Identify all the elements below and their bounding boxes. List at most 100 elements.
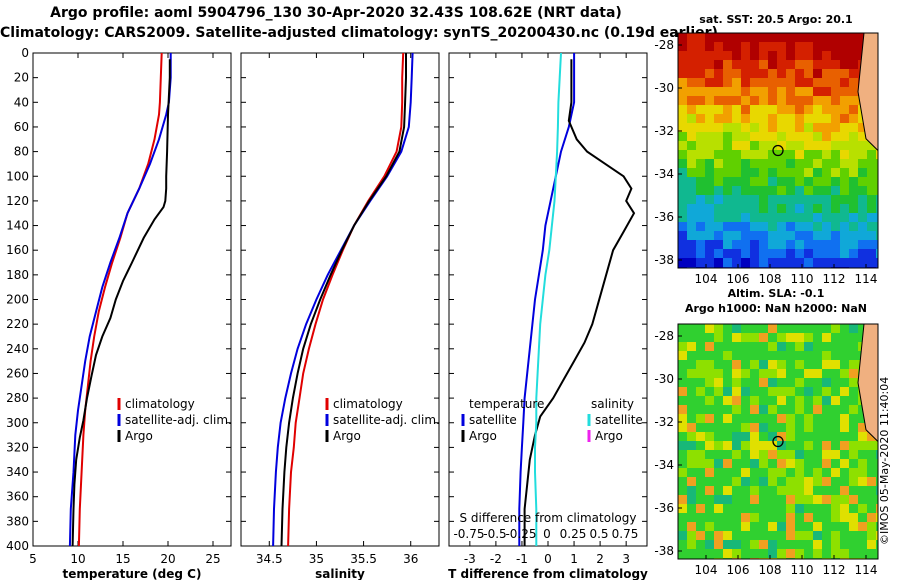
map-cell <box>732 159 741 168</box>
map-cell <box>714 495 723 504</box>
secondary-tick-label: 0.75 <box>612 527 639 541</box>
map-cell <box>849 249 858 258</box>
map-cell <box>687 123 696 132</box>
map-cell <box>867 177 876 186</box>
map-cell <box>804 141 813 150</box>
map-cell <box>759 423 768 432</box>
map-cell <box>723 333 732 342</box>
map-cell <box>795 78 804 87</box>
map-cell <box>786 159 795 168</box>
sst-map-title: sat. SST: 20.5 Argo: 20.1 <box>699 13 853 26</box>
legend-label: satellite-adj. clim. <box>125 413 232 427</box>
map-cell <box>804 150 813 159</box>
map-cell <box>795 459 804 468</box>
map-cell <box>714 195 723 204</box>
map-cell <box>822 342 831 351</box>
map-cell <box>714 540 723 549</box>
map-cell <box>678 360 687 369</box>
map-cell <box>795 531 804 540</box>
map-cell <box>822 231 831 240</box>
map-cell <box>759 222 768 231</box>
map-cell <box>714 87 723 96</box>
map-cell <box>804 105 813 114</box>
map-cell <box>777 522 786 531</box>
map-cell <box>831 42 840 51</box>
map-cell <box>849 141 858 150</box>
map-cell <box>723 123 732 132</box>
map-cell <box>714 504 723 513</box>
map-cell <box>831 495 840 504</box>
map-cell <box>759 333 768 342</box>
map-cell <box>867 540 876 549</box>
map-cell <box>786 477 795 486</box>
map-cell <box>822 159 831 168</box>
map-cell <box>741 486 750 495</box>
map-cell <box>813 378 822 387</box>
map-cell <box>678 60 687 69</box>
map-cell <box>750 486 759 495</box>
map-cell <box>705 87 714 96</box>
map-cell <box>750 60 759 69</box>
map-cell <box>777 387 786 396</box>
map-cell <box>777 540 786 549</box>
map-cell <box>768 258 777 267</box>
map-cell <box>768 351 777 360</box>
map-cell <box>804 504 813 513</box>
map-cell <box>732 504 741 513</box>
map-cell <box>858 222 867 231</box>
map-cell <box>723 504 732 513</box>
map-cell <box>804 459 813 468</box>
map-cell <box>768 540 777 549</box>
map-cell <box>804 441 813 450</box>
map-cell <box>705 186 714 195</box>
map-cell <box>714 396 723 405</box>
map-cell <box>714 33 723 42</box>
map-cell <box>723 414 732 423</box>
map-cell <box>732 459 741 468</box>
map-cell <box>759 150 768 159</box>
map-cell <box>831 159 840 168</box>
map-cell <box>777 369 786 378</box>
map-cell <box>867 195 876 204</box>
map-cell <box>840 195 849 204</box>
depth-tick-label: 80 <box>14 145 29 159</box>
map-cell <box>849 195 858 204</box>
map-cell <box>714 468 723 477</box>
map-cell <box>777 549 786 558</box>
map-cell <box>696 387 705 396</box>
map-cell <box>732 204 741 213</box>
map-cell <box>840 240 849 249</box>
legend-label: climatology <box>125 397 195 411</box>
depth-tick-label: 100 <box>6 169 29 183</box>
legend-label: satellite-adj. clim. <box>333 413 440 427</box>
map-cell <box>840 258 849 267</box>
map-cell <box>687 432 696 441</box>
legend-label: Argo <box>333 429 361 443</box>
map-cell <box>705 342 714 351</box>
map-cell <box>705 450 714 459</box>
map-cell <box>723 405 732 414</box>
map-cell <box>687 222 696 231</box>
map-cell <box>705 522 714 531</box>
map-cell <box>831 468 840 477</box>
map-cell <box>858 195 867 204</box>
map-cell <box>750 96 759 105</box>
map-cell <box>849 378 858 387</box>
map-cell <box>696 477 705 486</box>
map-cell <box>831 378 840 387</box>
map-cell <box>813 105 822 114</box>
map-cell <box>795 33 804 42</box>
map-cell <box>705 333 714 342</box>
map-cell <box>687 450 696 459</box>
map-cell <box>840 132 849 141</box>
map-cell <box>831 87 840 96</box>
map-cell <box>804 159 813 168</box>
map-cell <box>741 132 750 141</box>
map-cell <box>768 222 777 231</box>
map-cell <box>741 432 750 441</box>
map-cell <box>750 531 759 540</box>
map-cell <box>750 432 759 441</box>
map-cell <box>840 360 849 369</box>
map-cell <box>750 324 759 333</box>
map-cell <box>687 258 696 267</box>
